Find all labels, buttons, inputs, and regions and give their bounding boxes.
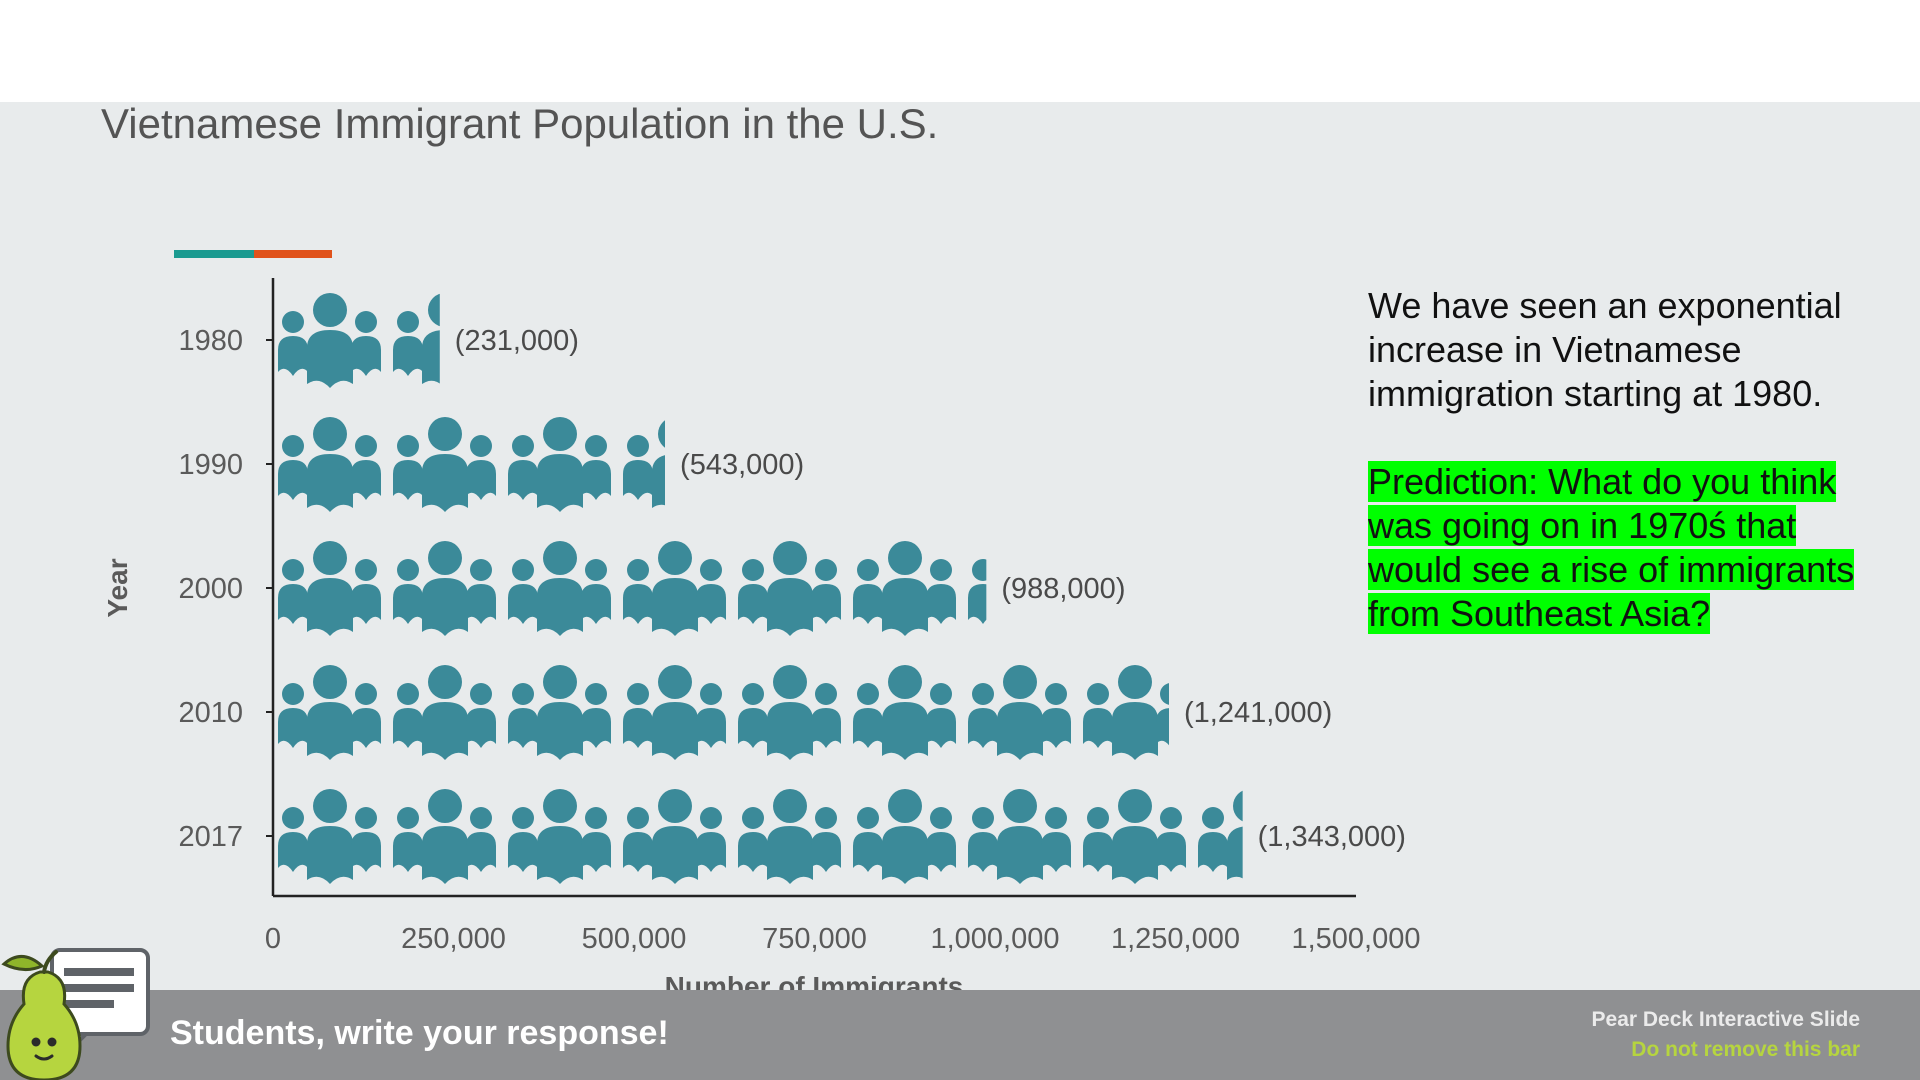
x-tick-label-750,000: 750,000 [762, 923, 867, 955]
y-axis-title: Year [102, 558, 133, 617]
value-label-1980: (231,000) [455, 325, 579, 357]
brand-line-1: Pear Deck Interactive Slide [1591, 1008, 1860, 1031]
x-tick-label-500,000: 500,000 [582, 923, 687, 955]
pear-deck-brand: Pear Deck Interactive Slide Do not remov… [1592, 1005, 1860, 1065]
pictogram-chart: (231,000) (543,000) (988,000) (1,241,000) (1… [102, 250, 1421, 1000]
y-tick-label-1980: 1980 [178, 325, 243, 357]
y-tick-label-2000: 2000 [178, 573, 243, 605]
x-tick-label-1,000,000: 1,000,000 [930, 923, 1059, 955]
brand-line-2: Do not remove this bar [1631, 1038, 1860, 1061]
legend-accent [174, 250, 332, 258]
bar-2017 [278, 789, 1243, 884]
respond-prompt: Students, write your response! [170, 1014, 669, 1052]
pear-deck-bar [0, 990, 1920, 1080]
x-tick-label-1,250,000: 1,250,000 [1111, 923, 1240, 955]
x-tick-label-0: 0 [265, 923, 281, 955]
note-prediction-block: Prediction: What do you think was going … [1368, 460, 1888, 636]
value-label-1990: (543,000) [680, 449, 804, 481]
accent-line-orange [254, 250, 332, 258]
y-tick-label-1990: 1990 [178, 449, 243, 481]
x-tick-label-1,500,000: 1,500,000 [1291, 923, 1420, 955]
note-panel: We have seen an exponential increase in … [1368, 284, 1888, 636]
bar-2010 [278, 665, 1170, 760]
x-tick-label-250,000: 250,000 [401, 923, 506, 955]
value-label-2017: (1,343,000) [1258, 821, 1406, 853]
y-tick-label-2010: 2010 [178, 697, 243, 729]
value-label-2000: (988,000) [1001, 573, 1125, 605]
y-tick-label-2017: 2017 [178, 821, 243, 853]
bar-2000 [278, 541, 987, 636]
value-label-2010: (1,241,000) [1184, 697, 1332, 729]
slide-title: Vietnamese Immigrant Population in the U… [101, 100, 939, 147]
bar-1990 [278, 417, 666, 512]
note-prediction: Prediction: What do you think was going … [1368, 461, 1855, 634]
accent-line-teal [174, 250, 254, 258]
pear-deck-logo-icon [1, 948, 150, 1080]
note-intro: We have seen an exponential increase in … [1368, 285, 1842, 414]
